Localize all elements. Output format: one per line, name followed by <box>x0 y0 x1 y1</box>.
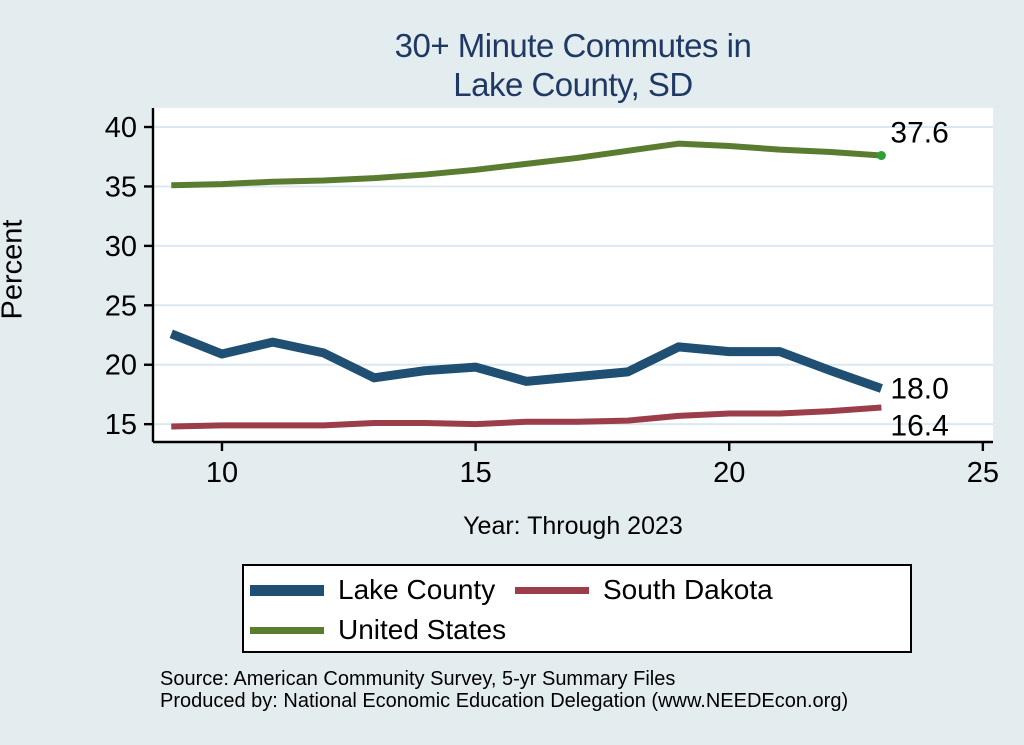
line-south-dakota <box>171 404 882 430</box>
end-marker-united-states <box>876 151 886 161</box>
y-tick-label-20: 20 <box>105 350 137 382</box>
y-tick-label-15: 15 <box>105 409 137 441</box>
tick-labels: 15 20 25 30 35 40 10 15 20 25 <box>105 112 999 489</box>
legend-swatch-lake-county <box>250 584 324 596</box>
source-note: Source: American Community Survey, 5-yr … <box>160 668 848 712</box>
series-end-labels: 18.0 16.4 37.6 <box>890 117 948 443</box>
legend-label: United States <box>338 614 507 645</box>
axes <box>144 108 993 451</box>
x-tick-label-25: 25 <box>967 457 999 489</box>
legend-item-united-states: United States <box>250 614 515 646</box>
x-tick-label-10: 10 <box>206 457 238 489</box>
y-tick-label-25: 25 <box>105 290 137 322</box>
legend-swatch-united-states <box>250 626 324 634</box>
line-united-states <box>171 140 882 189</box>
data-series-lines <box>169 140 886 430</box>
x-tick-label-15: 15 <box>459 457 491 489</box>
y-tick-label-35: 35 <box>105 171 137 203</box>
chart-title-line1: 30+ Minute Commutes in <box>394 27 752 64</box>
legend-swatch-south-dakota <box>515 586 589 594</box>
legend-item-lake-county: Lake County <box>250 574 515 606</box>
end-value-label-south-dakota: 16.4 <box>890 410 948 443</box>
x-axis-title: Year: Through 2023 <box>463 512 683 540</box>
line-lake-county <box>169 329 883 393</box>
legend-box: Lake County South Dakota United States <box>242 564 912 653</box>
source-line-1: Source: American Community Survey, 5-yr … <box>160 668 676 690</box>
gridlines <box>153 126 993 426</box>
source-line-2: Produced by: National Economic Education… <box>160 690 849 712</box>
plot-background <box>153 108 993 442</box>
legend-label: Lake County <box>338 574 496 605</box>
chart-title: 30+ Minute Commutes in Lake County, SD <box>153 26 993 104</box>
y-tick-label-40: 40 <box>105 112 137 144</box>
end-value-label-united-states: 37.6 <box>890 117 948 150</box>
chart-title-line2: Lake County, SD <box>453 66 693 103</box>
y-axis-title: Percent <box>0 219 29 320</box>
end-value-label-lake-county: 18.0 <box>890 373 948 406</box>
plot-background-rect <box>153 108 993 442</box>
y-tick-label-30: 30 <box>105 231 137 263</box>
x-tick-label-20: 20 <box>713 457 745 489</box>
legend-item-south-dakota: South Dakota <box>515 574 910 606</box>
legend-label: South Dakota <box>603 574 773 605</box>
